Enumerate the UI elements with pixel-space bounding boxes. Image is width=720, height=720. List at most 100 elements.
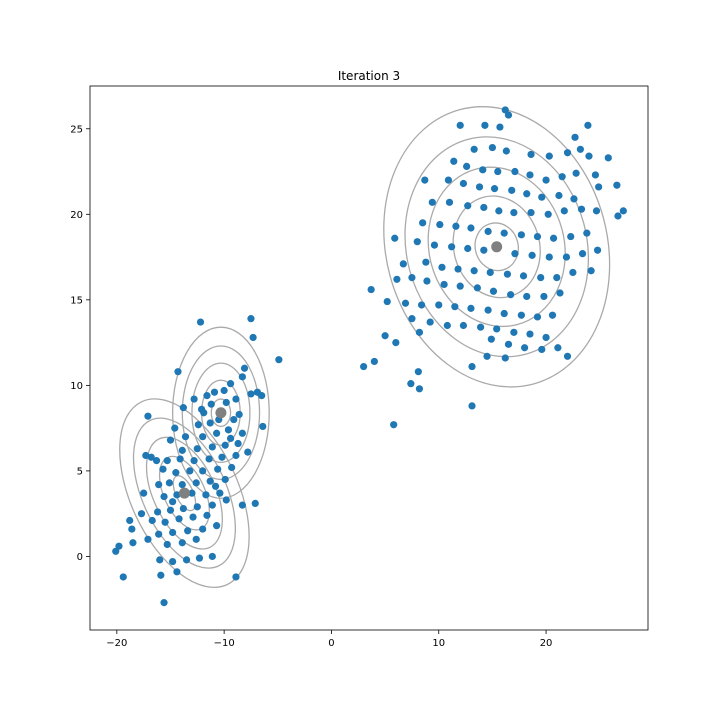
data-point xyxy=(526,171,534,179)
data-point xyxy=(443,321,451,330)
contour-ring xyxy=(427,166,566,328)
data-point xyxy=(175,515,183,523)
data-point xyxy=(137,510,146,518)
data-point xyxy=(166,506,175,514)
cluster-center xyxy=(178,487,190,499)
data-point xyxy=(545,152,553,160)
data-point xyxy=(528,251,536,259)
data-point xyxy=(222,398,230,407)
data-point xyxy=(570,195,578,203)
data-point xyxy=(459,179,468,188)
data-point xyxy=(247,315,255,323)
data-point xyxy=(545,253,553,261)
data-point xyxy=(576,145,584,153)
data-point xyxy=(538,193,546,201)
data-point xyxy=(169,498,177,506)
data-point xyxy=(487,335,495,343)
contour-ring xyxy=(383,106,611,388)
data-point xyxy=(163,457,171,465)
data-point xyxy=(440,280,448,289)
data-point xyxy=(527,208,535,217)
data-point xyxy=(467,304,475,312)
data-point xyxy=(205,455,213,463)
data-point xyxy=(407,380,415,388)
data-point xyxy=(172,469,180,477)
data-point xyxy=(563,149,572,157)
data-point xyxy=(470,267,478,275)
data-point xyxy=(445,198,454,206)
data-point xyxy=(483,352,491,360)
data-point xyxy=(500,229,508,237)
data-point xyxy=(199,525,207,533)
data-point xyxy=(119,573,127,581)
data-point xyxy=(493,325,501,333)
data-point xyxy=(489,287,498,295)
data-point xyxy=(501,354,509,362)
data-point xyxy=(419,219,427,227)
data-point xyxy=(486,268,494,277)
contour-ring xyxy=(404,136,590,358)
data-point xyxy=(484,227,492,236)
contour-ring xyxy=(191,362,251,464)
data-point xyxy=(526,330,534,338)
data-point xyxy=(510,328,518,336)
data-point xyxy=(587,267,595,275)
data-point xyxy=(275,356,283,364)
data-point xyxy=(501,106,509,114)
data-point xyxy=(190,457,198,465)
data-point xyxy=(553,273,561,282)
data-point xyxy=(258,392,266,400)
plot-frame xyxy=(89,85,649,631)
data-point xyxy=(592,207,601,215)
data-point xyxy=(160,492,168,501)
data-point xyxy=(152,457,161,465)
y-tick-label: 20 xyxy=(70,210,83,221)
data-point xyxy=(184,527,192,535)
data-point xyxy=(426,318,434,326)
data-point xyxy=(155,530,163,538)
data-point xyxy=(238,429,246,437)
data-point xyxy=(157,571,165,579)
data-point xyxy=(234,439,242,448)
data-point xyxy=(169,528,177,537)
data-point xyxy=(203,392,211,400)
data-point xyxy=(174,368,182,376)
data-point xyxy=(199,433,207,441)
data-point xyxy=(192,479,200,487)
data-point xyxy=(249,333,257,342)
data-point xyxy=(401,299,410,307)
data-point xyxy=(181,433,190,441)
data-point xyxy=(208,501,216,509)
data-point xyxy=(558,173,566,181)
data-point xyxy=(537,273,545,282)
data-point xyxy=(203,511,211,519)
data-point xyxy=(480,246,488,254)
data-point xyxy=(206,419,214,427)
data-point xyxy=(221,441,229,449)
data-point xyxy=(176,455,184,463)
data-point xyxy=(195,554,204,562)
data-point xyxy=(115,542,123,550)
data-point xyxy=(196,318,205,326)
data-point xyxy=(511,167,519,176)
data-point xyxy=(207,400,215,408)
data-point xyxy=(464,202,472,210)
data-point xyxy=(484,306,492,314)
data-point xyxy=(452,222,460,230)
data-point xyxy=(126,516,134,525)
y-tick-label: 0 xyxy=(77,552,83,563)
data-point xyxy=(128,525,136,533)
data-point xyxy=(542,176,550,184)
data-point xyxy=(463,162,471,171)
x-tick-label: 10 xyxy=(432,638,445,649)
data-point xyxy=(259,422,267,431)
data-point xyxy=(450,157,458,165)
data-point xyxy=(179,504,187,513)
data-point xyxy=(562,253,571,261)
data-point xyxy=(140,489,148,497)
contour-ring xyxy=(210,398,232,428)
data-point xyxy=(415,385,424,393)
data-point xyxy=(477,323,485,331)
data-point xyxy=(413,238,421,246)
data-point xyxy=(408,273,416,282)
